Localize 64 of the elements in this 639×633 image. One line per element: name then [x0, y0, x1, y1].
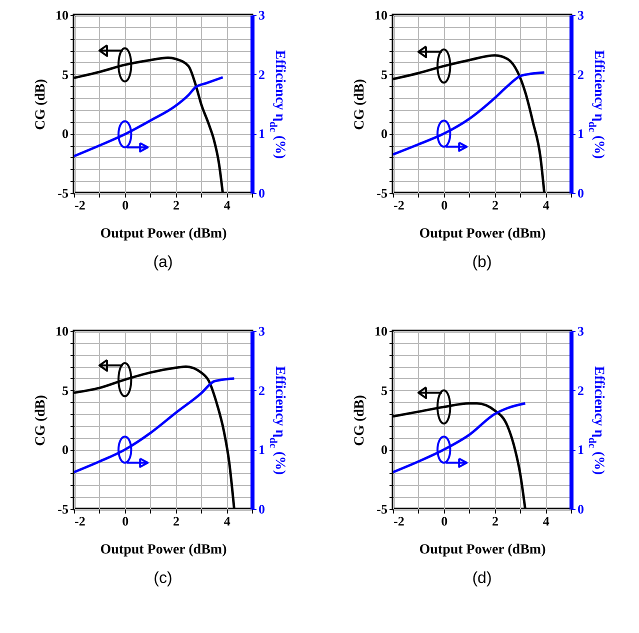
x-tick-label: 2 — [491, 198, 498, 212]
y2-tick-label: 3 — [577, 8, 584, 22]
y2-tick-label: 1 — [258, 442, 264, 458]
y-tick-label: 10 — [55, 8, 68, 22]
y2-tick-label: 2 — [577, 66, 584, 82]
text: (c) — [153, 570, 172, 587]
y2-tick-label: 2 — [258, 382, 264, 398]
x-tick-label: 0 — [440, 514, 448, 528]
x-tick-label: 2 — [491, 514, 498, 528]
text: (b) — [472, 254, 492, 271]
y-tick-label: 5 — [380, 66, 388, 82]
y-axis-title: CG (dB) — [352, 78, 367, 130]
x-tick-label: -2 — [393, 198, 404, 212]
y2-tick-label: 3 — [258, 8, 265, 22]
x-tick-label: 4 — [542, 198, 550, 212]
y2-tick-label: 1 — [577, 126, 584, 142]
y-tick-label: 0 — [62, 126, 68, 142]
y-tick-label: 5 — [62, 382, 68, 398]
x-axis-title: Output Power (dBm) — [418, 226, 546, 242]
y2-tick-label: 3 — [577, 324, 584, 338]
y-tick-label: 10 — [55, 324, 68, 338]
y2-tick-label: 1 — [258, 126, 264, 142]
text: (d) — [472, 570, 492, 587]
y2-tick-label: 0 — [258, 502, 264, 516]
x-tick-label: 2 — [172, 514, 179, 528]
y2-tick-label: 1 — [577, 442, 584, 458]
x-tick-label: 4 — [542, 514, 550, 528]
y-tick-label: 10 — [374, 8, 387, 22]
y-tick-label: -5 — [376, 186, 388, 200]
x-axis-title: Output Power (dBm) — [418, 542, 546, 558]
x-axis-title: Output Power (dBm) — [100, 542, 227, 558]
y-axis-title: CG (dB) — [352, 394, 367, 446]
x-tick-label: -2 — [74, 198, 85, 212]
x-tick-label: -2 — [74, 514, 85, 528]
y-tick-label: -5 — [57, 502, 68, 516]
y-tick-label: -5 — [57, 186, 68, 200]
y2-tick-label: 2 — [258, 66, 264, 82]
x-tick-label: 2 — [172, 198, 179, 212]
y-tick-label: 10 — [374, 324, 387, 338]
y-tick-label: 5 — [62, 66, 68, 82]
x-tick-label: 4 — [223, 514, 230, 528]
x-axis-title: Output Power (dBm) — [100, 226, 227, 242]
y-tick-label: 5 — [380, 382, 388, 398]
y2-tick-label: 2 — [577, 382, 584, 398]
x-tick-label: 0 — [122, 198, 128, 212]
y-axis-title: CG (dB) — [33, 78, 48, 130]
text: (a) — [152, 254, 172, 271]
y-tick-label: 0 — [62, 442, 68, 458]
x-tick-label: 4 — [223, 198, 230, 212]
y2-tick-label: 0 — [258, 186, 264, 200]
x-tick-label: 0 — [440, 198, 448, 212]
y2-tick-label: 0 — [577, 186, 584, 200]
line-series — [74, 377, 235, 474]
y2-tick-label: 3 — [258, 324, 265, 338]
line-series — [74, 76, 224, 158]
y-tick-label: 0 — [380, 126, 387, 142]
line-series — [392, 402, 526, 474]
y2-tick-label: 0 — [577, 502, 584, 516]
y-tick-label: 0 — [380, 442, 387, 458]
line-series — [392, 71, 546, 156]
x-tick-label: 0 — [122, 514, 128, 528]
x-tick-label: -2 — [393, 514, 404, 528]
y-tick-label: -5 — [376, 502, 388, 516]
y-axis-title: CG (dB) — [33, 394, 48, 446]
